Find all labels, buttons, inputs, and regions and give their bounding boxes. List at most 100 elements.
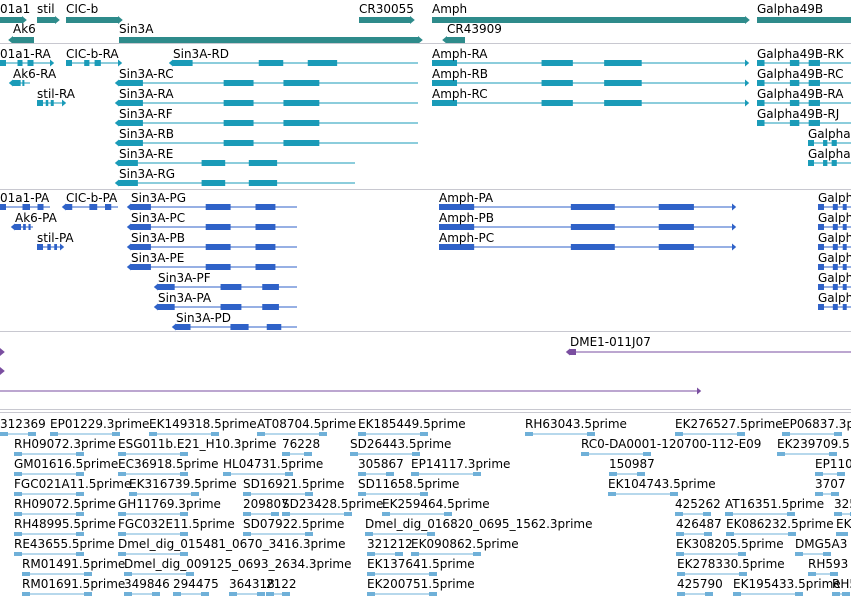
- est-block[interactable]: [118, 472, 126, 476]
- transcript-model-exon[interactable]: [119, 120, 143, 126]
- est-label[interactable]: 349846: [124, 577, 170, 591]
- est-block[interactable]: [587, 432, 595, 436]
- est-label[interactable]: EK239709.5: [777, 437, 850, 451]
- transcript-model-strand-arrow[interactable]: [745, 99, 750, 107]
- est-block[interactable]: [429, 592, 437, 596]
- transcript-model-strand-arrow[interactable]: [8, 79, 13, 87]
- protein-model-exon[interactable]: [439, 204, 475, 210]
- protein-model-strand-arrow[interactable]: [60, 243, 65, 251]
- transcript-model-strand-arrow[interactable]: [114, 119, 119, 127]
- est-label[interactable]: 294475: [173, 577, 219, 591]
- est-label[interactable]: RH5: [832, 577, 851, 591]
- transcript-model-exon[interactable]: [119, 80, 143, 86]
- transcript-model-exon[interactable]: [757, 100, 765, 106]
- est-label[interactable]: EK195433.5prime: [733, 577, 841, 591]
- transcript-model-strand-arrow[interactable]: [114, 159, 119, 167]
- protein-label[interactable]: Amph-PB: [439, 211, 494, 225]
- transcript-model-exon[interactable]: [50, 100, 54, 106]
- protein-label[interactable]: Sin3A-PA: [158, 291, 212, 305]
- transcript-label[interactable]: Galpha49B-RK: [757, 47, 844, 61]
- est-block[interactable]: [705, 592, 713, 596]
- transcript-model-exon[interactable]: [223, 80, 254, 86]
- gene-label[interactable]: CR43909: [447, 22, 502, 36]
- transcript-model-strand-arrow[interactable]: [62, 99, 67, 107]
- protein-model-strand-arrow[interactable]: [732, 243, 737, 251]
- protein-model-exon[interactable]: [54, 244, 58, 250]
- transcript-label[interactable]: Sin3A-RE: [119, 147, 174, 161]
- transcript-model-exon[interactable]: [432, 100, 458, 106]
- protein-label[interactable]: Sin3A-PC: [131, 211, 186, 225]
- protein-model-exon[interactable]: [842, 224, 847, 230]
- gene-label[interactable]: Sin3A: [119, 22, 154, 36]
- est-block[interactable]: [243, 532, 251, 536]
- est-block[interactable]: [76, 532, 84, 536]
- est-label[interactable]: GM01616.5prime: [14, 457, 119, 471]
- est-block[interactable]: [358, 432, 366, 436]
- est-label[interactable]: 312369: [0, 417, 46, 431]
- protein-label[interactable]: Sin3A-PE: [131, 251, 185, 265]
- protein-model-strand-arrow[interactable]: [153, 283, 158, 291]
- est-label[interactable]: SD16921.5prime: [243, 477, 345, 491]
- est-label[interactable]: RH09072.3prime: [14, 437, 116, 451]
- est-label[interactable]: EK259464.5prime: [382, 497, 490, 511]
- feature-model-exon[interactable]: [570, 349, 576, 355]
- transcript-model-exon[interactable]: [17, 60, 23, 66]
- transcript-model-exon[interactable]: [823, 160, 828, 166]
- est-block[interactable]: [726, 532, 734, 536]
- protein-model-exon[interactable]: [842, 244, 847, 250]
- transcript-label[interactable]: Amph-RC: [432, 87, 488, 101]
- protein-model-exon[interactable]: [658, 224, 694, 230]
- est-label[interactable]: EC36918.5prime: [118, 457, 219, 471]
- est-label[interactable]: EK104743.5prime: [608, 477, 716, 491]
- transcript-model-exon[interactable]: [757, 80, 765, 86]
- transcript-model-exon[interactable]: [432, 80, 458, 86]
- est-block[interactable]: [152, 592, 160, 596]
- protein-label[interactable]: Galph: [818, 271, 851, 285]
- transcript-model-exon[interactable]: [94, 60, 101, 66]
- est-block[interactable]: [282, 512, 290, 516]
- est-block[interactable]: [795, 552, 803, 556]
- gene-label[interactable]: Amph: [432, 2, 468, 16]
- est-block[interactable]: [243, 512, 251, 516]
- transcript-label[interactable]: stil-RA: [37, 87, 76, 101]
- transcript-label[interactable]: Galpha49B-RJ: [757, 107, 840, 121]
- gene-bar[interactable]: [432, 17, 745, 23]
- protein-model-exon[interactable]: [818, 224, 824, 230]
- est-label[interactable]: RM01491.5prime: [22, 557, 126, 571]
- protein-model-exon[interactable]: [818, 304, 824, 310]
- protein-model-exon[interactable]: [832, 204, 838, 210]
- est-label[interactable]: RC0-DA0001-120700-112-E09: [581, 437, 762, 451]
- est-label[interactable]: EK278330.5prime: [677, 557, 785, 571]
- transcript-model-exon[interactable]: [66, 60, 72, 66]
- est-label[interactable]: EK086232.5prime: [726, 517, 834, 531]
- est-label[interactable]: 425262: [675, 497, 721, 511]
- est-block[interactable]: [831, 492, 839, 496]
- est-label[interactable]: SD23428.5prime: [282, 497, 384, 511]
- gene-label[interactable]: 01a1: [0, 2, 31, 16]
- est-block[interactable]: [180, 452, 188, 456]
- est-block[interactable]: [676, 532, 684, 536]
- est-block[interactable]: [367, 572, 375, 576]
- transcript-model-exon[interactable]: [789, 120, 800, 126]
- transcript-model-exon[interactable]: [119, 180, 138, 186]
- gene-bar[interactable]: [119, 37, 418, 43]
- transcript-model-exon[interactable]: [223, 120, 254, 126]
- protein-model-exon[interactable]: [439, 224, 475, 230]
- est-label[interactable]: RH48995.5prime: [14, 517, 116, 531]
- est-block[interactable]: [842, 592, 850, 596]
- est-block[interactable]: [129, 492, 137, 496]
- est-block[interactable]: [676, 552, 684, 556]
- protein-model-strand-arrow[interactable]: [153, 303, 158, 311]
- transcript-model-strand-arrow[interactable]: [114, 79, 119, 87]
- est-label[interactable]: RH593: [808, 557, 849, 571]
- transcript-model-exon[interactable]: [0, 60, 6, 66]
- transcript-model-strand-arrow[interactable]: [114, 179, 119, 187]
- transcript-model-exon[interactable]: [201, 160, 226, 166]
- transcript-model-exon[interactable]: [248, 160, 278, 166]
- transcript-model-exon[interactable]: [808, 80, 820, 86]
- est-block[interactable]: [118, 512, 126, 516]
- est-block[interactable]: [84, 572, 92, 576]
- est-label[interactable]: EK185449.5prime: [358, 417, 466, 431]
- transcript-model-strand-arrow[interactable]: [168, 59, 173, 67]
- est-label[interactable]: SD07922.5prime: [243, 517, 345, 531]
